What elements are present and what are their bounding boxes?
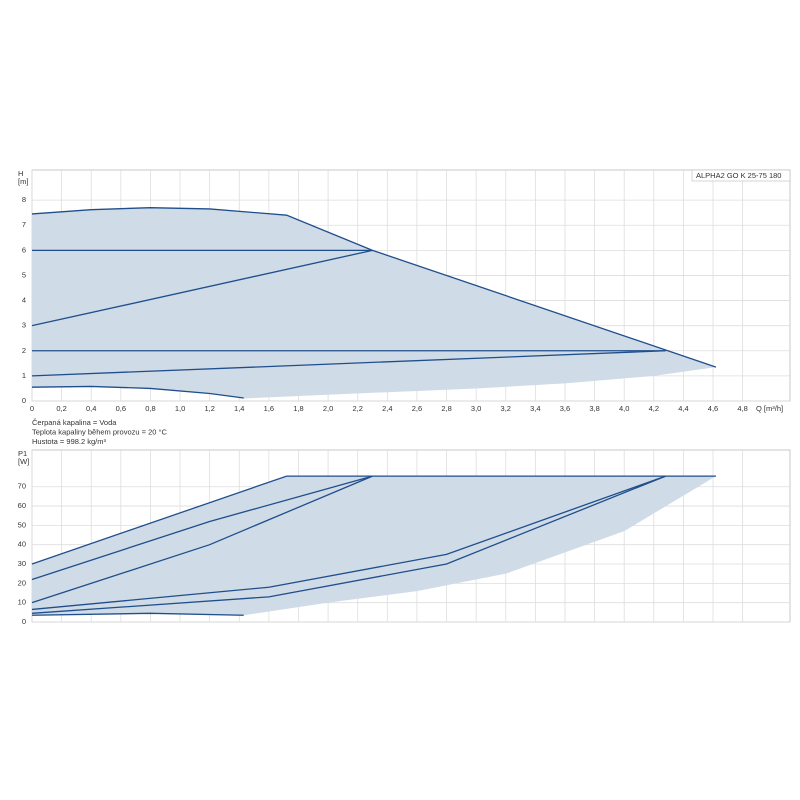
x-tick-label: 1,8 (293, 404, 303, 413)
x-tick-label: 2,2 (352, 404, 362, 413)
x-tick-label: 3,8 (589, 404, 599, 413)
y-axis-label: H (18, 169, 23, 178)
y-axis-label: [m] (18, 177, 28, 186)
y-tick-label: 1 (22, 371, 26, 380)
x-tick-label: 1,0 (175, 404, 185, 413)
x-tick-label: 3,2 (501, 404, 511, 413)
y-tick-label: 30 (18, 559, 26, 568)
curve (31, 612, 244, 616)
y-tick-label: 0 (22, 396, 26, 405)
x-tick-label: 2,6 (412, 404, 422, 413)
annotation-box (691, 169, 791, 182)
y-tick-label: 2 (22, 346, 26, 355)
y-tick-label: 4 (22, 296, 26, 305)
y-tick-label: 40 (18, 540, 26, 549)
x-tick-label: 2,4 (382, 404, 392, 413)
note: Čerpaná kapalina = Voda (32, 418, 117, 427)
x-tick-label: 1,6 (264, 404, 274, 413)
curve (31, 475, 666, 614)
y-tick-label: 3 (22, 321, 26, 330)
x-tick-label: 0 (30, 404, 34, 413)
area (32, 476, 716, 616)
x-tick-label: 0,6 (116, 404, 126, 413)
curve (31, 207, 717, 368)
y-tick-label: 5 (22, 270, 26, 279)
y-axis-label: [W] (18, 457, 29, 466)
y-tick-label: 50 (18, 520, 26, 529)
x-tick-label: 0,8 (145, 404, 155, 413)
x-tick-label: 4,6 (708, 404, 718, 413)
y-tick-label: 6 (22, 245, 26, 254)
note: Hustota = 998.2 kg/m³ (32, 437, 106, 446)
y-tick-label: 7 (22, 220, 26, 229)
x-tick-label: 4,0 (619, 404, 629, 413)
x-tick-label: 2,8 (441, 404, 451, 413)
y-tick-label: 20 (18, 578, 26, 587)
annotation: ALPHA2 GO K 25-75 180 (696, 171, 781, 180)
curve (31, 475, 666, 611)
x-tick-label: 4,2 (649, 404, 659, 413)
x-tick-label: 0,4 (86, 404, 96, 413)
curve (31, 350, 666, 377)
x-axis-label: Q [m³/h] (756, 404, 783, 413)
note: Teplota kapaliny během provozu = 20 °C (32, 427, 168, 436)
x-tick-label: 0,2 (56, 404, 66, 413)
y-tick-label: 70 (18, 482, 26, 491)
curve (31, 385, 244, 399)
x-tick-label: 1,2 (204, 404, 214, 413)
x-tick-label: 3,4 (530, 404, 540, 413)
x-tick-label: 3,0 (471, 404, 481, 413)
curve (31, 475, 373, 604)
curve (31, 249, 373, 327)
curve (31, 475, 373, 581)
x-tick-label: 2,0 (323, 404, 333, 413)
x-tick-label: 4,8 (737, 404, 747, 413)
x-tick-label: 1,4 (234, 404, 244, 413)
x-tick-label: 3,6 (560, 404, 570, 413)
y-tick-label: 60 (18, 501, 26, 510)
y-tick-label: 10 (18, 598, 26, 607)
x-tick-label: 4,4 (678, 404, 688, 413)
y-tick-label: 8 (22, 195, 26, 204)
y-tick-label: 0 (22, 617, 26, 626)
y-axis-label: P1 (18, 449, 27, 458)
curve (31, 475, 716, 565)
